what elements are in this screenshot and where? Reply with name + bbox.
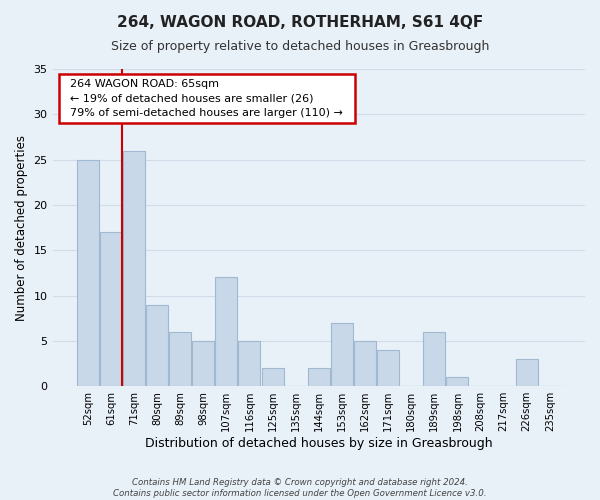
Text: Contains HM Land Registry data © Crown copyright and database right 2024.
Contai: Contains HM Land Registry data © Crown c… xyxy=(113,478,487,498)
Text: 264 WAGON ROAD: 65sqm  
  ← 19% of detached houses are smaller (26)  
  79% of s: 264 WAGON ROAD: 65sqm ← 19% of detached … xyxy=(63,78,350,118)
Text: 264, WAGON ROAD, ROTHERHAM, S61 4QF: 264, WAGON ROAD, ROTHERHAM, S61 4QF xyxy=(117,15,483,30)
Bar xyxy=(262,368,284,386)
Text: Size of property relative to detached houses in Greasbrough: Size of property relative to detached ho… xyxy=(111,40,489,53)
Bar xyxy=(354,341,376,386)
Bar xyxy=(377,350,399,386)
Bar xyxy=(238,341,260,386)
Y-axis label: Number of detached properties: Number of detached properties xyxy=(15,134,28,320)
Bar xyxy=(192,341,214,386)
Bar xyxy=(331,323,353,386)
Bar xyxy=(424,332,445,386)
Bar xyxy=(100,232,122,386)
Bar xyxy=(446,377,469,386)
Bar xyxy=(169,332,191,386)
X-axis label: Distribution of detached houses by size in Greasbrough: Distribution of detached houses by size … xyxy=(145,437,493,450)
Bar xyxy=(516,359,538,386)
Bar xyxy=(146,304,168,386)
Bar xyxy=(77,160,98,386)
Bar xyxy=(308,368,330,386)
Bar xyxy=(123,150,145,386)
Bar xyxy=(215,278,238,386)
